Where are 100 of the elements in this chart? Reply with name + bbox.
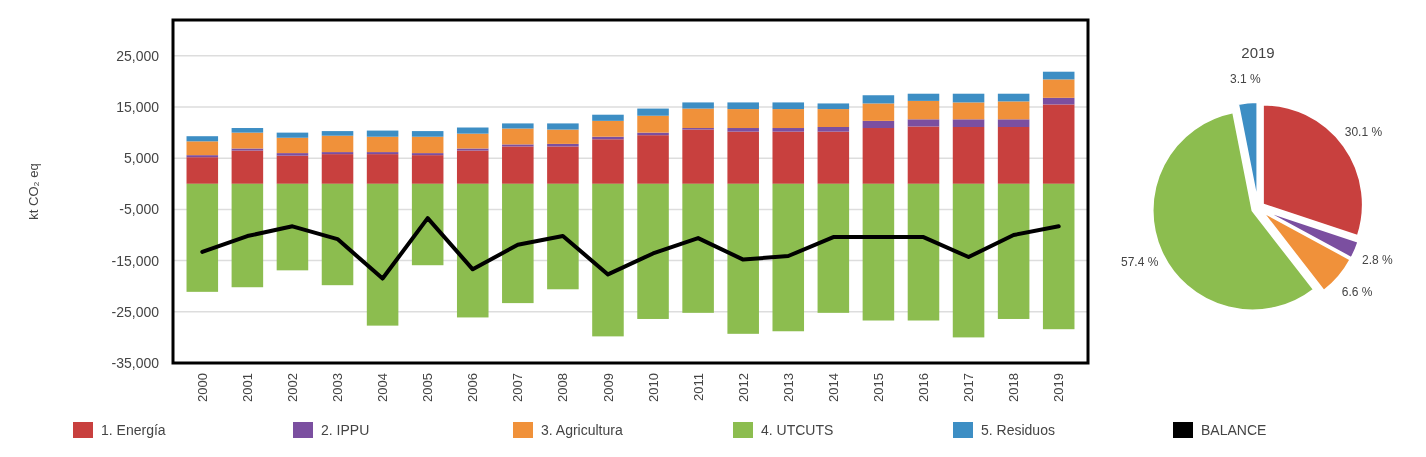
bar	[231, 132, 264, 149]
bar	[366, 154, 399, 184]
bar	[366, 183, 399, 326]
bar	[231, 150, 264, 184]
y-tick-label: -5,000	[119, 201, 160, 218]
bar	[862, 183, 895, 321]
bar	[727, 183, 759, 334]
bar	[231, 128, 264, 133]
legend-label: 4. UTCUTS	[761, 421, 834, 438]
data-label: 3.1 %	[1230, 71, 1262, 86]
x-tick-label: 2014	[825, 373, 841, 402]
chart-title: 2019	[1241, 44, 1275, 61]
bar	[321, 135, 354, 153]
bar	[186, 136, 219, 142]
bar	[276, 132, 309, 138]
bar	[1042, 71, 1075, 80]
bar	[547, 123, 579, 130]
x-tick-label: 2012	[735, 373, 751, 402]
x-tick-label: 2009	[600, 373, 616, 402]
bar	[276, 153, 309, 156]
bar	[456, 127, 489, 134]
bar	[276, 137, 309, 154]
bar	[366, 130, 399, 137]
bar	[231, 183, 264, 288]
data-label: 2.8 %	[1361, 252, 1393, 267]
bar	[592, 139, 624, 184]
bar	[366, 152, 399, 155]
bar	[276, 183, 309, 271]
bar	[502, 123, 534, 129]
bar	[817, 131, 850, 184]
x-tick-label: 2010	[645, 373, 661, 402]
data-label: 30.1 %	[1344, 125, 1383, 140]
bar	[772, 183, 805, 332]
bar	[637, 115, 669, 133]
bar	[411, 155, 444, 184]
bar	[186, 183, 219, 292]
bar	[1042, 183, 1075, 330]
bar	[907, 126, 940, 184]
bar	[952, 119, 985, 127]
bar	[862, 120, 895, 129]
y-tick-label: 5,000	[123, 150, 160, 167]
bar	[682, 108, 714, 129]
bar	[907, 100, 940, 120]
bar	[997, 93, 1030, 102]
legend-label: 5. Residuos	[981, 421, 1055, 438]
x-tick-label: 2011	[690, 373, 706, 401]
bar	[952, 127, 985, 184]
bar	[592, 183, 624, 337]
bar	[952, 183, 985, 338]
bar	[502, 183, 534, 304]
bar	[502, 128, 534, 145]
bar	[411, 136, 444, 154]
bar	[456, 148, 489, 151]
x-tick-label: 2013	[780, 373, 796, 402]
x-tick-label: 2008	[555, 373, 571, 402]
bar	[637, 183, 669, 319]
x-tick-label: 2018	[1006, 373, 1022, 402]
bar	[186, 141, 219, 156]
bar	[727, 102, 759, 110]
x-tick-label: 2004	[375, 373, 391, 402]
x-tick-label: 2005	[420, 373, 436, 402]
bar	[456, 183, 489, 318]
bar	[411, 183, 444, 266]
y-tick-label: 15,000	[116, 98, 160, 115]
legend-label: 1. Energía	[101, 421, 166, 438]
bar	[817, 183, 850, 313]
bar	[547, 183, 579, 290]
bar	[772, 131, 805, 184]
bar	[456, 133, 489, 149]
bar	[862, 128, 895, 184]
bar	[817, 109, 850, 127]
bar	[997, 101, 1030, 120]
y-tick-label: -25,000	[111, 303, 160, 320]
bar	[186, 155, 219, 158]
bar	[547, 129, 579, 144]
bar	[502, 146, 534, 184]
bar	[321, 152, 354, 155]
x-tick-label: 2002	[285, 373, 300, 402]
bar	[276, 155, 309, 184]
bar	[411, 153, 444, 156]
legend-label: 3. Agricultura	[541, 421, 623, 438]
bar	[907, 119, 940, 127]
y-tick-label: 25,000	[116, 47, 160, 64]
bar	[321, 154, 354, 184]
x-tick-label: 2001	[239, 373, 255, 402]
bar	[952, 102, 985, 120]
bar	[637, 135, 669, 184]
x-tick-label: 2006	[465, 373, 481, 402]
data-label: 6.6 %	[1341, 285, 1373, 300]
bar	[997, 183, 1030, 319]
data-label: 57.4 %	[1121, 255, 1159, 270]
bar	[456, 150, 489, 184]
bar	[592, 114, 624, 121]
bar	[772, 109, 805, 129]
bar	[772, 128, 805, 132]
bar	[321, 131, 354, 136]
bar	[862, 103, 895, 121]
bar	[817, 103, 850, 110]
y-tick-label: -35,000	[111, 354, 160, 371]
bar	[862, 95, 895, 104]
